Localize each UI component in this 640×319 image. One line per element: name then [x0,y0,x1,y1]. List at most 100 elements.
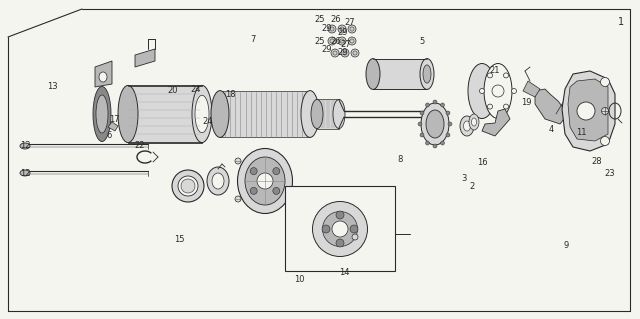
Ellipse shape [343,51,347,55]
Ellipse shape [440,103,445,107]
Text: 5: 5 [420,37,425,46]
Text: 9: 9 [564,241,569,250]
Text: 22: 22 [134,141,145,150]
Ellipse shape [93,86,111,142]
Text: 19: 19 [521,98,531,107]
Text: 24: 24 [203,117,213,126]
Ellipse shape [330,27,334,31]
Ellipse shape [273,167,280,174]
Ellipse shape [348,37,356,45]
Ellipse shape [237,149,292,213]
Ellipse shape [332,221,348,237]
Polygon shape [562,71,615,151]
Text: 3: 3 [461,174,467,183]
Polygon shape [128,85,202,143]
Ellipse shape [433,144,437,148]
Ellipse shape [301,91,319,137]
Ellipse shape [245,157,285,205]
Ellipse shape [331,49,339,57]
Ellipse shape [472,118,477,126]
Ellipse shape [504,104,509,109]
Ellipse shape [479,88,484,93]
Ellipse shape [350,27,354,31]
Ellipse shape [366,59,380,89]
Ellipse shape [338,37,346,45]
Text: 24: 24 [190,85,200,94]
Ellipse shape [418,122,422,126]
Ellipse shape [341,49,349,57]
Text: 16: 16 [477,158,488,167]
Ellipse shape [433,100,437,104]
Text: 7: 7 [250,35,255,44]
Text: 28: 28 [592,157,602,166]
Bar [285,186,395,271]
Ellipse shape [469,114,479,130]
Polygon shape [220,91,310,137]
Text: 20: 20 [168,86,178,95]
Text: 11: 11 [576,128,586,137]
Text: 8: 8 [397,155,403,164]
Ellipse shape [311,100,323,129]
Ellipse shape [333,100,345,129]
Ellipse shape [181,179,195,193]
Ellipse shape [328,25,336,33]
Text: 18: 18 [225,90,236,99]
Text: 10: 10 [294,275,305,284]
Ellipse shape [312,202,367,256]
Ellipse shape [600,137,609,145]
Ellipse shape [484,63,512,118]
Text: 2: 2 [469,182,474,191]
Text: 25: 25 [315,15,325,24]
Ellipse shape [20,143,30,149]
Ellipse shape [351,49,359,57]
Ellipse shape [336,239,344,247]
Ellipse shape [330,39,334,43]
Ellipse shape [99,72,107,82]
Polygon shape [523,81,540,97]
Ellipse shape [340,39,344,43]
Ellipse shape [340,27,344,31]
Ellipse shape [118,85,138,143]
Ellipse shape [235,196,241,202]
Ellipse shape [504,73,509,78]
Text: 12: 12 [20,169,31,178]
Ellipse shape [96,95,108,133]
Ellipse shape [328,37,336,45]
Ellipse shape [446,111,450,115]
Ellipse shape [250,187,257,194]
Ellipse shape [423,65,431,83]
Ellipse shape [348,25,356,33]
Ellipse shape [322,225,330,233]
Ellipse shape [488,104,493,109]
Text: 4: 4 [549,125,554,134]
Text: 13: 13 [47,82,58,91]
Polygon shape [535,89,568,124]
Ellipse shape [350,39,354,43]
Text: 25: 25 [315,37,325,46]
Ellipse shape [468,63,496,118]
Text: 27: 27 [340,40,351,49]
Ellipse shape [336,211,344,219]
Ellipse shape [257,173,273,189]
Text: 26: 26 [330,15,340,24]
Ellipse shape [323,211,358,247]
Polygon shape [317,100,339,129]
Text: 29: 29 [337,48,348,57]
Ellipse shape [463,121,470,131]
Text: 27: 27 [344,18,355,27]
Text: 17: 17 [109,115,119,124]
Text: 6: 6 [106,131,111,140]
Text: 14: 14 [339,268,349,277]
Ellipse shape [350,225,358,233]
Text: 12: 12 [20,141,31,150]
Text: 29: 29 [322,24,332,33]
Ellipse shape [448,122,452,126]
Ellipse shape [211,91,229,137]
Ellipse shape [333,51,337,55]
Ellipse shape [602,108,609,115]
Polygon shape [135,49,155,67]
Text: 29: 29 [337,28,348,37]
Ellipse shape [426,141,429,145]
Ellipse shape [192,85,212,143]
Ellipse shape [492,85,504,97]
